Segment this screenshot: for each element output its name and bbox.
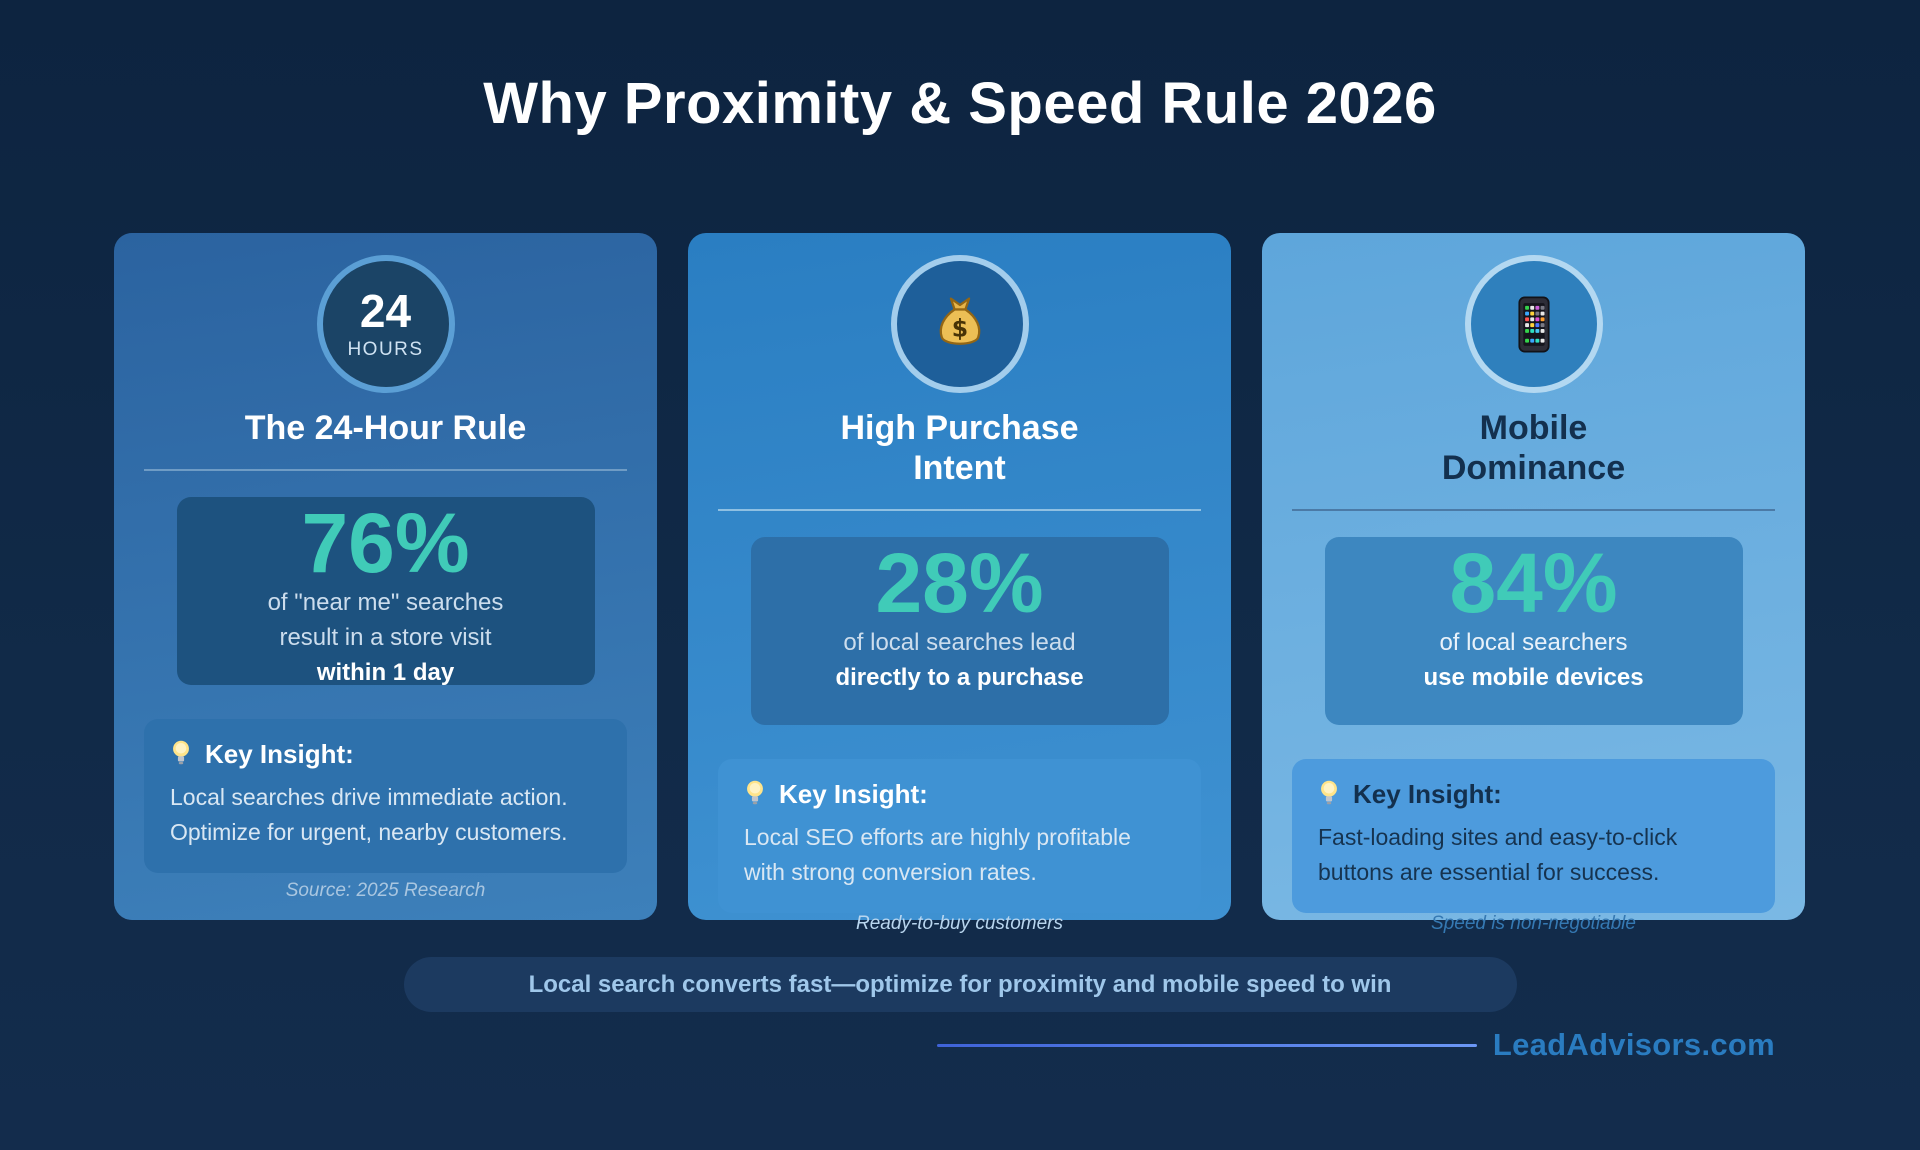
key-insight-label: Key Insight:: [1353, 778, 1502, 809]
key-insight-heading: Key Insight:: [1318, 779, 1749, 810]
key-insight-text: Local SEO efforts are highly profitable …: [744, 820, 1175, 891]
brand-link[interactable]: LeadAdvisors.com: [1492, 1027, 1775, 1062]
card-title: High Purchase Intent: [840, 409, 1078, 489]
insight-line: Local searches drive immediate action.: [170, 783, 568, 810]
icon-circle: [1464, 255, 1603, 393]
key-insight-heading: Key Insight:: [744, 779, 1175, 810]
footer-brand-row: LeadAdvisors.com: [0, 1024, 1775, 1066]
stat-text-bold: directly to a purchase: [835, 664, 1084, 691]
card-footer-note: Speed is non-negotiable: [1431, 912, 1636, 934]
stat-text-bold: use mobile devices: [1423, 664, 1644, 691]
stat-value: 76%: [301, 495, 470, 590]
page-title: Why Proximity & Speed Rule 2026: [483, 71, 1437, 136]
stat-value: 28%: [875, 535, 1044, 630]
card-title-line: High Purchase: [840, 409, 1079, 447]
stat-box: 76% of "near me" searches result in a st…: [176, 495, 595, 686]
stat-text-line: result in a store visit: [279, 624, 492, 652]
divider: [144, 468, 627, 471]
card-title-line: Mobile: [1479, 409, 1588, 447]
stat-value: 84%: [1449, 535, 1618, 630]
card-title-line: Intent: [913, 448, 1006, 487]
stat-text-line: of local searches lead: [843, 629, 1076, 657]
stat-text-line: of local searchers: [1439, 629, 1628, 657]
divider: [718, 508, 1201, 511]
stat-cards-row: 24 HOURS The 24-Hour Rule 76% of "near m…: [114, 233, 1806, 934]
stat-text-line: of "near me" searches: [267, 589, 504, 617]
lightbulb-icon: [1321, 780, 1337, 805]
summary-banner: Local search converts fast—optimize for …: [403, 957, 1517, 1012]
divider: [1292, 508, 1775, 511]
lightbulb-icon: [747, 780, 763, 805]
stat-box: 28% of local searches lead directly to a…: [750, 535, 1169, 725]
card-title-line: Dominance: [1441, 448, 1626, 487]
card-mobile-dominance: Mobile Dominance 84% of local searchers …: [1262, 233, 1805, 934]
key-insight-label: Key Insight:: [779, 778, 928, 809]
key-insight-box: Key Insight: Local SEO efforts are highl…: [718, 758, 1201, 913]
insight-line: with strong conversion rates.: [744, 859, 1037, 886]
lightbulb-icon: [173, 741, 189, 765]
key-insight-text: Local searches drive immediate action. O…: [170, 780, 601, 851]
badge-label: HOURS: [347, 338, 424, 360]
money-bag-icon: $: [939, 297, 980, 345]
key-insight-box: Key Insight: Local searches drive immedi…: [144, 718, 627, 874]
card-footer-note: Source: 2025 Research: [285, 880, 486, 901]
key-insight-label: Key Insight:: [205, 738, 354, 769]
insight-line: Local SEO efforts are highly profitable: [744, 823, 1131, 850]
card-title: The 24-Hour Rule: [245, 409, 526, 449]
stat-box: 84% of local searchers use mobile device…: [1324, 535, 1743, 725]
insight-line: Optimize for urgent, nearby customers.: [170, 819, 568, 846]
smartphone-icon: [1517, 296, 1550, 352]
key-insight-text: Fast-loading sites and easy-to-click but…: [1318, 820, 1749, 891]
brand-divider-line: [936, 1043, 1477, 1047]
card-title-line: The 24-Hour Rule: [244, 409, 527, 447]
icon-circle: $: [890, 255, 1029, 393]
svg-text:$: $: [951, 315, 967, 343]
stat-text-bold: within 1 day: [316, 659, 455, 687]
card-title: Mobile Dominance: [1442, 409, 1625, 489]
insight-line: buttons are essential for success.: [1318, 859, 1660, 886]
card-high-purchase-intent: $ High Purchase Intent 28% of local sear…: [688, 233, 1231, 934]
card-footer-note: Ready-to-buy customers: [856, 912, 1063, 934]
key-insight-box: Key Insight: Fast-loading sites and easy…: [1292, 758, 1775, 913]
key-insight-heading: Key Insight:: [170, 739, 601, 770]
insight-line: Fast-loading sites and easy-to-click: [1318, 823, 1678, 850]
24-hours-badge: 24 HOURS: [316, 255, 455, 393]
card-24-hour-rule: 24 HOURS The 24-Hour Rule 76% of "near m…: [114, 233, 657, 920]
badge-number: 24: [359, 284, 412, 337]
